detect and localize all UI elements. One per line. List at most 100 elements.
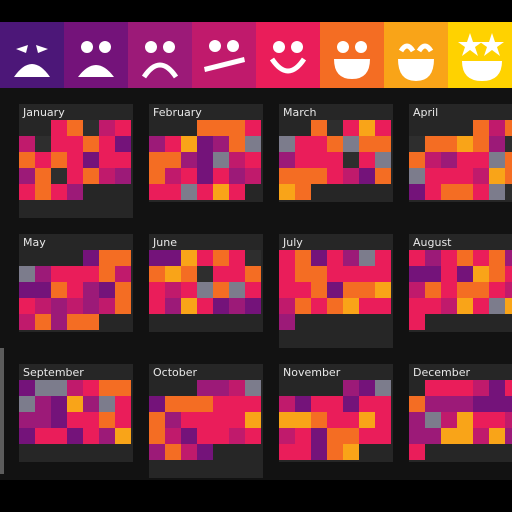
day-cell[interactable] bbox=[441, 412, 457, 428]
day-cell[interactable] bbox=[213, 266, 229, 282]
day-cell[interactable] bbox=[295, 298, 311, 314]
day-cell[interactable] bbox=[35, 282, 51, 298]
day-cell[interactable] bbox=[489, 250, 505, 266]
day-cell[interactable] bbox=[181, 428, 197, 444]
day-cell[interactable] bbox=[67, 412, 83, 428]
day-cell[interactable] bbox=[505, 282, 512, 298]
day-cell[interactable] bbox=[473, 168, 489, 184]
day-cell[interactable] bbox=[279, 168, 295, 184]
day-cell[interactable] bbox=[473, 120, 489, 136]
day-cell[interactable] bbox=[457, 136, 473, 152]
day-cell[interactable] bbox=[343, 428, 359, 444]
day-cell[interactable] bbox=[149, 428, 165, 444]
day-cell[interactable] bbox=[35, 136, 51, 152]
day-cell[interactable] bbox=[51, 314, 67, 330]
day-cell[interactable] bbox=[279, 314, 295, 330]
day-cell[interactable] bbox=[441, 168, 457, 184]
day-cell[interactable] bbox=[99, 282, 115, 298]
day-cell[interactable] bbox=[115, 282, 131, 298]
day-cell[interactable] bbox=[67, 282, 83, 298]
day-cell[interactable] bbox=[83, 168, 99, 184]
day-cell[interactable] bbox=[505, 298, 512, 314]
day-cell[interactable] bbox=[409, 184, 425, 200]
day-cell[interactable] bbox=[83, 298, 99, 314]
day-cell[interactable] bbox=[441, 428, 457, 444]
day-cell[interactable] bbox=[115, 380, 131, 396]
day-cell[interactable] bbox=[51, 152, 67, 168]
day-cell[interactable] bbox=[181, 136, 197, 152]
day-cell[interactable] bbox=[165, 152, 181, 168]
day-cell[interactable] bbox=[295, 396, 311, 412]
day-cell[interactable] bbox=[149, 184, 165, 200]
day-cell[interactable] bbox=[489, 298, 505, 314]
day-cell[interactable] bbox=[311, 120, 327, 136]
day-cell[interactable] bbox=[181, 444, 197, 460]
day-cell[interactable] bbox=[115, 396, 131, 412]
day-cell[interactable] bbox=[425, 266, 441, 282]
day-cell[interactable] bbox=[505, 428, 512, 444]
day-cell[interactable] bbox=[67, 396, 83, 412]
day-cell[interactable] bbox=[327, 298, 343, 314]
day-cell[interactable] bbox=[229, 250, 245, 266]
day-cell[interactable] bbox=[457, 250, 473, 266]
day-cell[interactable] bbox=[375, 136, 391, 152]
day-cell[interactable] bbox=[425, 380, 441, 396]
day-cell[interactable] bbox=[343, 152, 359, 168]
day-cell[interactable] bbox=[473, 152, 489, 168]
day-cell[interactable] bbox=[83, 314, 99, 330]
day-cell[interactable] bbox=[489, 396, 505, 412]
day-cell[interactable] bbox=[327, 412, 343, 428]
day-cell[interactable] bbox=[343, 396, 359, 412]
day-cell[interactable] bbox=[359, 250, 375, 266]
day-cell[interactable] bbox=[311, 136, 327, 152]
day-cell[interactable] bbox=[83, 380, 99, 396]
day-cell[interactable] bbox=[409, 168, 425, 184]
day-cell[interactable] bbox=[425, 396, 441, 412]
day-cell[interactable] bbox=[51, 168, 67, 184]
day-cell[interactable] bbox=[149, 444, 165, 460]
day-cell[interactable] bbox=[181, 412, 197, 428]
day-cell[interactable] bbox=[279, 136, 295, 152]
day-cell[interactable] bbox=[327, 396, 343, 412]
day-cell[interactable] bbox=[181, 266, 197, 282]
day-cell[interactable] bbox=[327, 136, 343, 152]
day-cell[interactable] bbox=[457, 396, 473, 412]
day-cell[interactable] bbox=[489, 152, 505, 168]
day-cell[interactable] bbox=[213, 136, 229, 152]
day-cell[interactable] bbox=[83, 136, 99, 152]
day-cell[interactable] bbox=[197, 412, 213, 428]
day-cell[interactable] bbox=[149, 136, 165, 152]
day-cell[interactable] bbox=[279, 250, 295, 266]
day-cell[interactable] bbox=[149, 396, 165, 412]
day-cell[interactable] bbox=[327, 120, 343, 136]
day-cell[interactable] bbox=[149, 168, 165, 184]
day-cell[interactable] bbox=[375, 152, 391, 168]
day-cell[interactable] bbox=[229, 380, 245, 396]
day-cell[interactable] bbox=[35, 168, 51, 184]
day-cell[interactable] bbox=[51, 266, 67, 282]
day-cell[interactable] bbox=[279, 428, 295, 444]
day-cell[interactable] bbox=[19, 184, 35, 200]
day-cell[interactable] bbox=[245, 168, 261, 184]
day-cell[interactable] bbox=[359, 136, 375, 152]
day-cell[interactable] bbox=[409, 282, 425, 298]
day-cell[interactable] bbox=[441, 380, 457, 396]
day-cell[interactable] bbox=[165, 412, 181, 428]
day-cell[interactable] bbox=[311, 266, 327, 282]
day-cell[interactable] bbox=[327, 428, 343, 444]
day-cell[interactable] bbox=[229, 152, 245, 168]
day-cell[interactable] bbox=[19, 266, 35, 282]
day-cell[interactable] bbox=[505, 396, 512, 412]
day-cell[interactable] bbox=[473, 250, 489, 266]
day-cell[interactable] bbox=[99, 428, 115, 444]
day-cell[interactable] bbox=[279, 152, 295, 168]
day-cell[interactable] bbox=[51, 120, 67, 136]
day-cell[interactable] bbox=[505, 120, 512, 136]
day-cell[interactable] bbox=[425, 136, 441, 152]
day-cell[interactable] bbox=[457, 412, 473, 428]
day-cell[interactable] bbox=[311, 428, 327, 444]
day-cell[interactable] bbox=[115, 428, 131, 444]
day-cell[interactable] bbox=[115, 412, 131, 428]
day-cell[interactable] bbox=[505, 184, 512, 200]
day-cell[interactable] bbox=[213, 152, 229, 168]
